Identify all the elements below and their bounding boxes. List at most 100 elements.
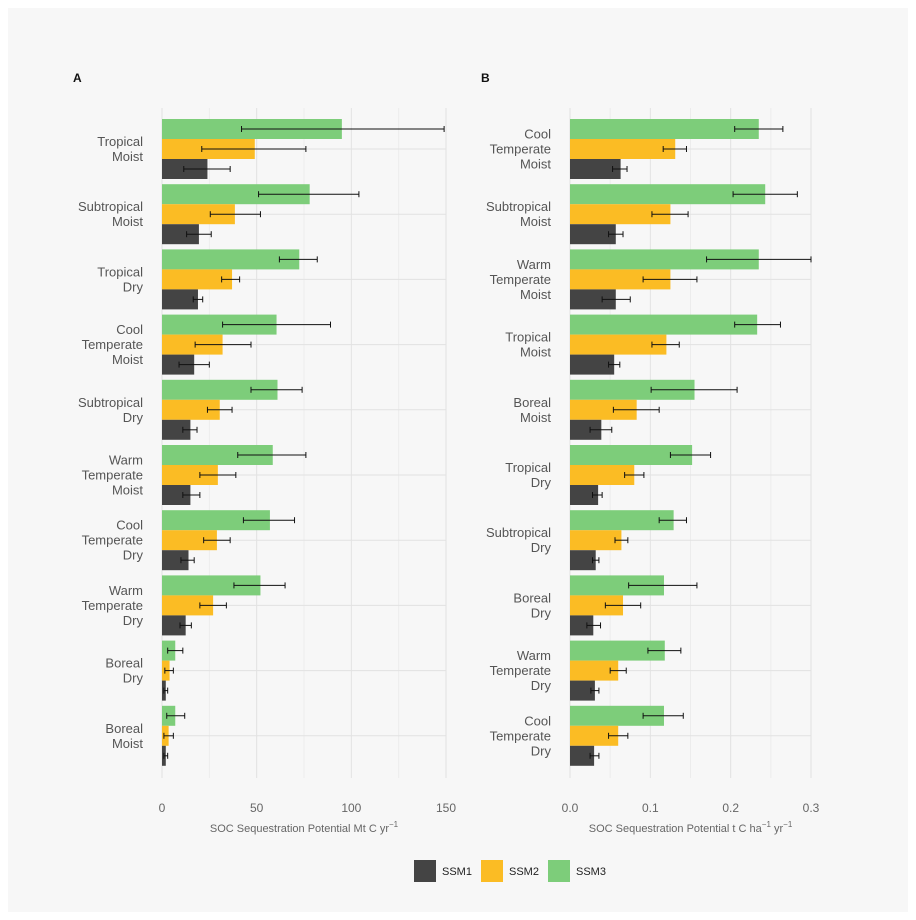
bar-ssm1 (570, 745, 595, 766)
category-label: Cool Temperate Dry (82, 518, 144, 563)
legend-label-ssm3: SSM3 (576, 866, 606, 878)
category-label-line: Subtropical (78, 199, 143, 214)
category-label-line: Temperate (82, 337, 143, 352)
bar-ssm3 (570, 705, 664, 726)
bar-ssm1 (570, 419, 602, 440)
category-label-line: Temperate (82, 468, 143, 483)
category-label: Subtropical Dry (78, 395, 144, 425)
category-label-line: Dry (531, 540, 552, 555)
category-label-line: Dry (123, 548, 144, 563)
axis-title-sup: −1 (389, 820, 399, 829)
bar-ssm2 (570, 399, 637, 420)
x-tick-label: 0 (159, 801, 166, 815)
category-label-line: Dry (531, 743, 552, 758)
figure-background (8, 8, 908, 912)
category-label-line: Tropical (97, 264, 143, 279)
category-label: Cool Temperate Moist (490, 127, 552, 172)
legend: SSM1 SSM2 SSM3 (414, 860, 606, 882)
axis-title-unit2: yr (771, 823, 784, 835)
category-label-line: Subtropical (486, 525, 551, 540)
category-label-line: Temperate (490, 663, 551, 678)
bar-ssm3 (162, 249, 300, 270)
category-label-line: Moist (112, 736, 143, 751)
bar-ssm2 (570, 660, 619, 681)
category-label-line: Moist (520, 287, 551, 302)
bar-ssm3 (570, 510, 674, 531)
category-label-line: Subtropical (78, 395, 143, 410)
category-label: Tropical Moist (97, 134, 143, 164)
x-tick-label: 0.3 (803, 801, 820, 815)
legend-swatch-ssm2 (481, 860, 503, 882)
category-label-line: Warm (109, 453, 143, 468)
category-label-line: Dry (123, 671, 144, 686)
bar-ssm3 (570, 575, 664, 596)
bar-ssm1 (162, 550, 189, 571)
bar-ssm2 (162, 334, 223, 355)
x-tick-label: 0.1 (642, 801, 659, 815)
category-label: Cool Temperate Moist (82, 322, 144, 367)
category-label: Cool Temperate Dry (490, 713, 552, 758)
category-label-line: Boreal (105, 656, 143, 671)
category-label: Subtropical Moist (78, 199, 143, 229)
bar-ssm1 (162, 615, 186, 636)
category-label-line: Temperate (490, 272, 551, 287)
bar-ssm3 (570, 184, 766, 205)
category-label-line: Moist (112, 214, 143, 229)
bar-ssm2 (570, 465, 635, 485)
legend-label-ssm1: SSM1 (442, 866, 472, 878)
x-axis-title: SOC Sequestration Potential Mt C yr−1 (210, 820, 399, 835)
category-label-line: Moist (112, 149, 143, 164)
bar-ssm1 (162, 354, 195, 375)
bar-ssm3 (162, 510, 270, 531)
x-tick-label: 50 (250, 801, 264, 815)
category-label: Tropical Moist (505, 330, 551, 360)
category-label: Boreal Moist (105, 721, 143, 751)
category-label-line: Moist (520, 214, 551, 229)
x-tick-label: 0.0 (562, 801, 579, 815)
category-label-line: Cool (524, 713, 551, 728)
bar-ssm3 (570, 379, 695, 400)
bar-ssm2 (162, 204, 235, 225)
category-label-line: Temperate (490, 142, 551, 157)
category-label: Warm Temperate Dry (82, 583, 144, 628)
bar-ssm1 (162, 289, 198, 310)
bar-ssm3 (162, 575, 261, 596)
bar-ssm3 (570, 249, 759, 270)
category-label-line: Tropical (505, 460, 551, 475)
bar-ssm1 (570, 224, 616, 245)
bar-ssm3 (570, 640, 665, 661)
bar-ssm2 (162, 399, 220, 420)
category-label-line: Moist (520, 410, 551, 425)
category-label: Boreal Moist (513, 395, 551, 425)
x-tick-label: 0.2 (722, 801, 739, 815)
bar-ssm1 (570, 289, 616, 310)
bar-ssm2 (570, 530, 622, 551)
category-label-line: Warm (517, 648, 551, 663)
bar-ssm2 (162, 465, 218, 485)
axis-title-main: SOC Sequestration Potential Mt C yr (210, 823, 389, 835)
legend-label-ssm2: SSM2 (509, 866, 539, 878)
bar-ssm2 (570, 139, 676, 159)
category-label-line: Moist (520, 157, 551, 172)
category-label: Warm Temperate Dry (490, 648, 552, 693)
category-label: Subtropical Dry (486, 525, 552, 555)
bar-ssm1 (570, 485, 599, 505)
category-label-line: Dry (531, 475, 552, 490)
category-label-line: Moist (112, 483, 143, 498)
category-label-line: Temperate (82, 598, 143, 613)
bar-ssm2 (570, 725, 619, 746)
bar-ssm3 (570, 119, 759, 139)
category-label: Boreal Dry (513, 590, 551, 620)
bar-ssm2 (570, 595, 624, 616)
panel-letter-a: A (73, 71, 82, 85)
legend-swatch-ssm1 (414, 860, 436, 882)
category-label-line: Boreal (513, 395, 551, 410)
axis-title-main: SOC Sequestration Potential t C ha (589, 823, 763, 835)
category-label-line: Dry (123, 613, 144, 628)
category-label-line: Moist (520, 345, 551, 360)
category-label: Warm Temperate Moist (82, 453, 144, 498)
category-label-line: Dry (123, 279, 144, 294)
category-label: Subtropical Moist (486, 199, 551, 229)
